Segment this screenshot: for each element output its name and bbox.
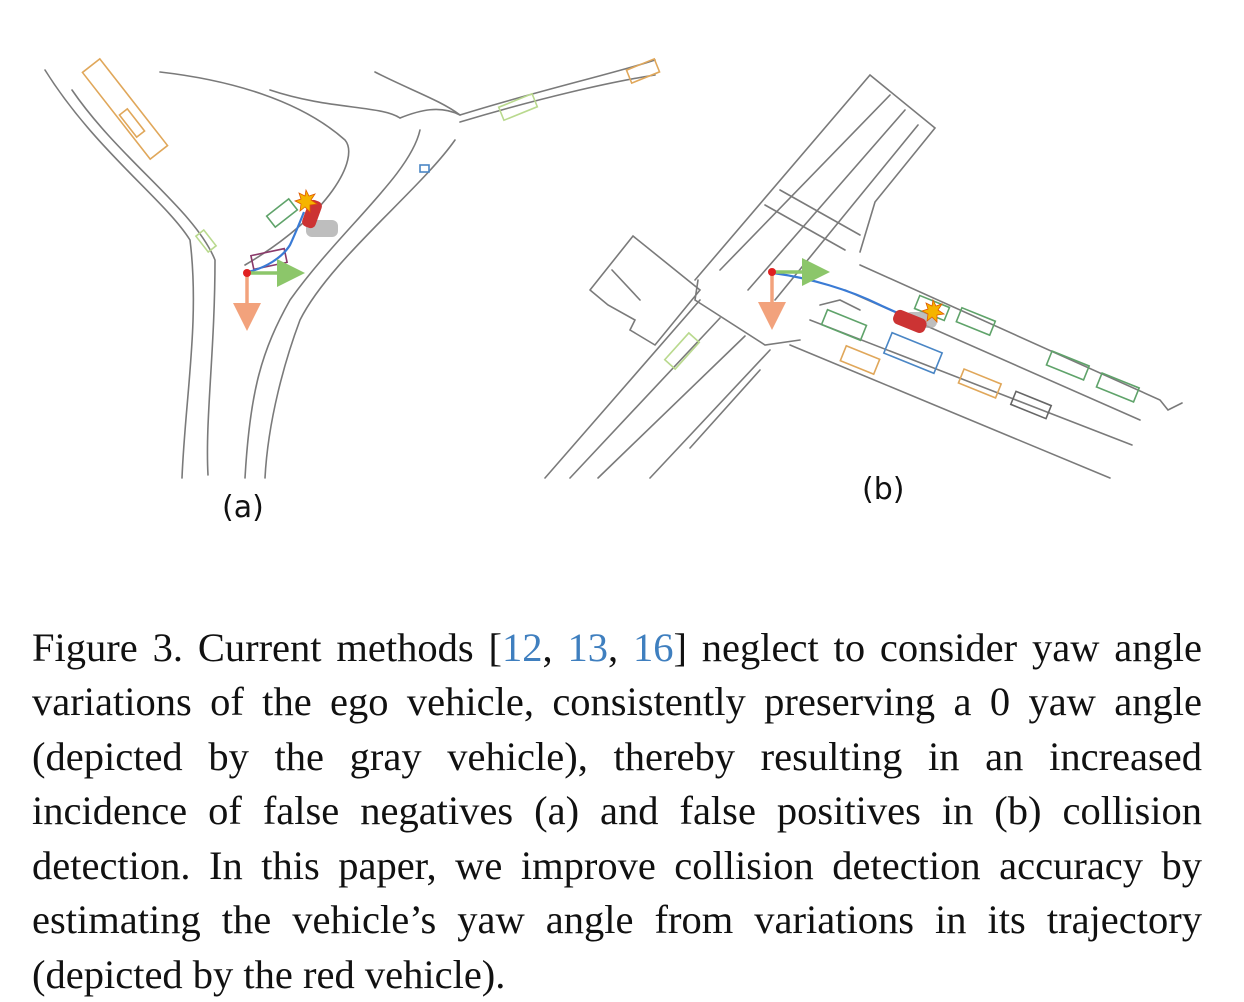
caption-separator: , [608, 625, 633, 670]
panel-a-label: (a) [222, 490, 264, 525]
citation-link-12[interactable]: 12 [502, 625, 543, 670]
panel-b-ego-origin [768, 268, 776, 276]
green-box [267, 199, 298, 227]
light-green-box [196, 230, 216, 252]
panel-a-object-boxes [82, 59, 659, 269]
panel-b-road-lines [545, 75, 1182, 478]
caption-separator: , [542, 625, 567, 670]
citation-link-16[interactable]: 16 [633, 625, 674, 670]
citation-link-13[interactable]: 13 [567, 625, 608, 670]
orange-box [958, 369, 1001, 398]
figure-caption: Figure 3. Current methods [12, 13, 16] n… [32, 621, 1202, 1002]
green-box [956, 308, 995, 335]
panel-a-ego-origin [243, 269, 251, 277]
orange-box [82, 59, 167, 159]
panel-a-road-lines [45, 60, 655, 478]
panel-a-trajectory [248, 212, 304, 272]
figure-drawing [0, 0, 1244, 560]
orange-box [119, 109, 144, 137]
caption-body: ] neglect to consider yaw angle variatio… [32, 625, 1202, 997]
blue-box [420, 165, 429, 172]
panel-b-map [545, 75, 1182, 478]
panel-b-trajectory [773, 273, 912, 320]
figure-3: (a) (b) [0, 0, 1244, 560]
panel-a-map [45, 59, 660, 478]
light-green-box [665, 333, 699, 369]
caption-prefix: Figure 3. Current methods [ [32, 625, 502, 670]
panel-b-label: (b) [862, 472, 904, 507]
orange-box [840, 346, 879, 374]
green-box [822, 310, 867, 341]
